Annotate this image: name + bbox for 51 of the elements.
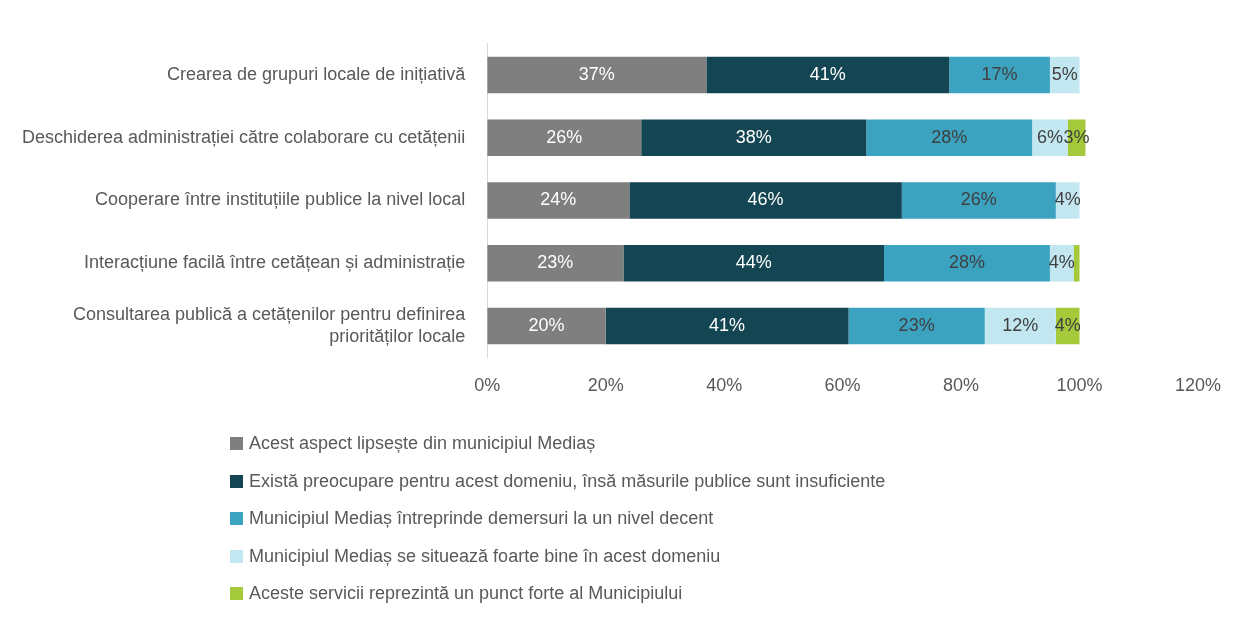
bar xyxy=(487,245,624,282)
y-tick-label: Crearea de grupuri locale de inițiativă xyxy=(167,63,467,84)
legend-label: Aceste servicii reprezintă un punct forte al Municipiului xyxy=(249,583,683,605)
data-label: 26% xyxy=(546,126,583,147)
legend-label: Acest aspect lipsește din municipiul Mediaș xyxy=(249,433,596,455)
bar xyxy=(884,245,1050,282)
data-label: 41% xyxy=(809,63,846,84)
legend-label: Există preocupare pentru acest domeniu, însă măsurile publice sunt insuficiente xyxy=(249,470,886,492)
x-tick-label: 40% xyxy=(706,375,743,396)
y-tick-label: Deschiderea administrației către colaborare cu cetățenii xyxy=(21,126,466,147)
bar xyxy=(487,182,630,219)
legend-label: Municipiul Mediaș se situează foarte bine în acest domeniu xyxy=(249,545,721,567)
data-label: 23% xyxy=(898,314,935,335)
bar xyxy=(706,56,950,94)
data-label: 38% xyxy=(735,126,772,147)
bar xyxy=(848,307,985,345)
bar xyxy=(487,119,642,156)
bar xyxy=(1073,245,1080,282)
data-label: 23% xyxy=(537,252,574,273)
data-label: 24% xyxy=(540,189,577,210)
data-label: 17% xyxy=(981,63,1018,84)
y-tick-label: Cooperare între instituțiile publice la nivel local xyxy=(95,189,466,210)
bar xyxy=(901,182,1056,219)
data-label: 26% xyxy=(960,189,997,210)
bar xyxy=(623,245,885,282)
data-label: 44% xyxy=(735,252,772,273)
data-label: 28% xyxy=(948,252,985,273)
bar xyxy=(641,119,867,156)
bar xyxy=(629,182,902,219)
data-label: 6% xyxy=(1036,126,1063,147)
data-label: 12% xyxy=(1002,314,1039,335)
x-tick-label: 120% xyxy=(1174,375,1221,396)
data-label: 41% xyxy=(709,314,746,335)
x-tick-label: 0% xyxy=(474,375,501,396)
data-label: 5% xyxy=(1051,63,1078,84)
legend-label: Municipiul Mediaș întreprinde demersuri la un nivel decent xyxy=(249,508,714,530)
bar xyxy=(487,56,707,94)
bar xyxy=(866,119,1033,156)
x-tick-label: 100% xyxy=(1056,375,1103,396)
x-tick-label: 80% xyxy=(943,375,980,396)
x-tick-label: 60% xyxy=(824,375,861,396)
data-label: 46% xyxy=(747,189,784,210)
data-label: 20% xyxy=(528,314,565,335)
data-label: 28% xyxy=(931,126,968,147)
y-tick-label: Interacțiune facilă între cetățean și administrație xyxy=(84,252,466,273)
x-tick-label: 20% xyxy=(587,375,624,396)
data-label: 37% xyxy=(578,63,615,84)
bar xyxy=(605,307,849,345)
bar xyxy=(487,307,606,345)
bar xyxy=(949,56,1050,94)
y-tick-label: Consultarea publică a cetățenilor pentru definirea priorităților locale xyxy=(72,304,467,346)
